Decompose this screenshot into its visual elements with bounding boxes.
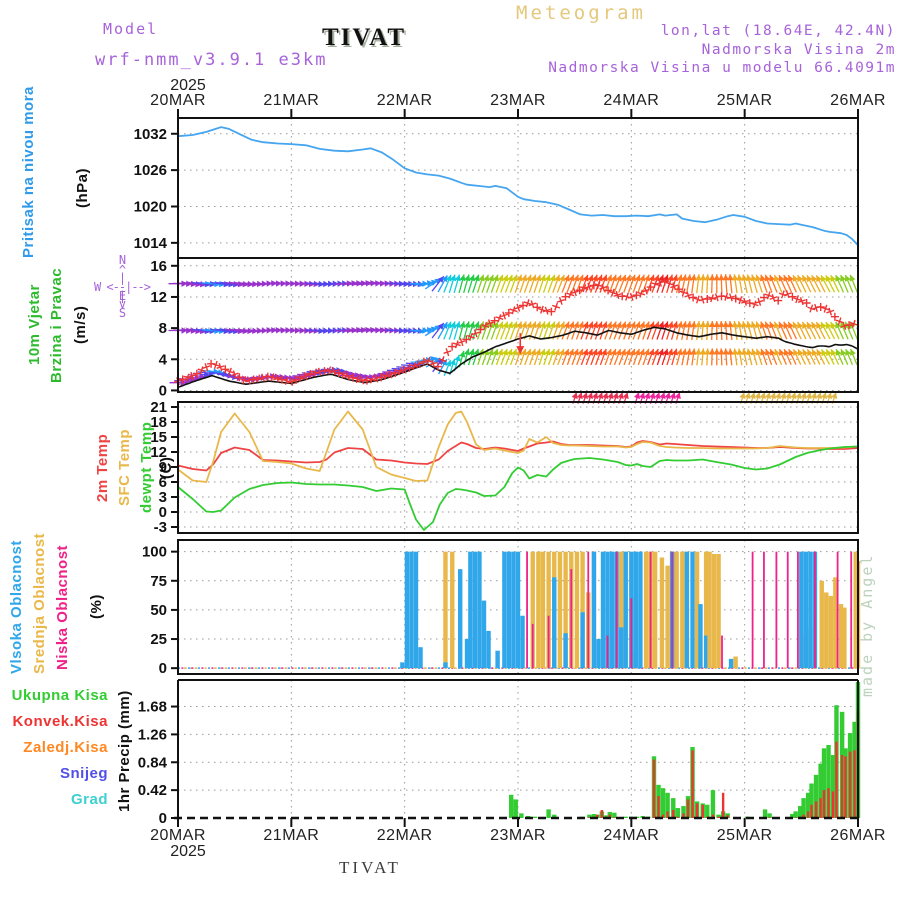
legend-total-rain: Ukupna Kisa xyxy=(11,687,108,704)
compass-we: W <--|--> E xyxy=(93,280,151,303)
panel-wind-frame: 0 4 8 12 16 xyxy=(150,257,859,399)
svg-text:20MAR: 20MAR xyxy=(150,92,206,109)
svg-text:9: 9 xyxy=(159,459,167,476)
panel-precip-grid xyxy=(178,680,858,818)
panel-cloud-frame: 0 25 50 75 100 xyxy=(142,539,859,677)
panel-temp-grid xyxy=(178,402,858,533)
model-elevation-text: Nadmorska Visina u modelu 66.4091m xyxy=(548,60,896,76)
svg-text:15: 15 xyxy=(150,429,167,446)
svg-text:22MAR: 22MAR xyxy=(377,92,433,109)
svg-text:18: 18 xyxy=(150,414,167,431)
svg-text:100: 100 xyxy=(142,544,167,561)
compass-arrow-up-icon: ^ xyxy=(118,263,126,277)
wind-barbs xyxy=(168,274,858,404)
svg-text:1014: 1014 xyxy=(134,235,168,252)
svg-text:25: 25 xyxy=(150,631,167,648)
svg-text:22MAR: 22MAR xyxy=(377,827,433,844)
svg-text:0.42: 0.42 xyxy=(138,782,167,799)
elevation-text: Nadmorska Visina 2m xyxy=(701,41,896,58)
svg-text:4: 4 xyxy=(159,351,168,368)
svg-text:21MAR: 21MAR xyxy=(263,92,319,109)
svg-text:12: 12 xyxy=(150,289,167,306)
station-title: TIVAT xyxy=(322,24,407,51)
temp-line-2 xyxy=(177,445,859,531)
cloud-bars xyxy=(178,551,861,669)
svg-text:2025: 2025 xyxy=(170,77,206,94)
svg-text:21: 21 xyxy=(150,399,167,416)
precip-bars xyxy=(509,681,861,818)
svg-text:75: 75 xyxy=(150,573,167,590)
pressure-line xyxy=(177,126,859,247)
model-name: wrf-nmm_v3.9.1 e3km xyxy=(95,50,328,70)
panel-pressure-frame: 1014 1020 1026 1032 xyxy=(134,117,859,259)
panel-precip-frame: 0 0.42 0.84 1.26 1.68 xyxy=(138,679,859,827)
compass-bar: | xyxy=(118,271,126,285)
time-axis: 20MAR 20MAR 21MAR 21MAR 22MAR 22MAR 23MAR 23MAR… xyxy=(150,77,886,860)
temp-line-1 xyxy=(177,410,859,483)
svg-text:0: 0 xyxy=(159,382,167,399)
svg-text:26MAR: 26MAR xyxy=(830,827,886,844)
svg-text:23MAR: 23MAR xyxy=(490,92,546,109)
svg-text:50: 50 xyxy=(150,602,167,619)
svg-text:6: 6 xyxy=(159,474,167,491)
svg-text:1032: 1032 xyxy=(134,126,167,143)
compass-rose-icon: N ^ | W <--|--> E | v S xyxy=(88,253,156,320)
compass-arrow-down-icon: v xyxy=(118,297,126,311)
svg-text:2025: 2025 xyxy=(170,843,206,860)
svg-text:25MAR: 25MAR xyxy=(717,827,773,844)
compass-s: S xyxy=(118,306,126,320)
page-title: Meteogram xyxy=(516,2,646,24)
svg-text:1026: 1026 xyxy=(134,162,167,179)
footer-station-label: TIVAT xyxy=(339,858,401,877)
legend-snow: Snijeg xyxy=(59,765,108,782)
legend-hail: Grad xyxy=(70,791,108,808)
panel-pressure-grid xyxy=(178,118,858,258)
location-info: lon,lat (18.64E, 42.4N) Nadmorska Visina… xyxy=(548,22,896,78)
svg-text:24MAR: 24MAR xyxy=(603,827,659,844)
compass-n: N xyxy=(118,253,126,267)
svg-text:1.68: 1.68 xyxy=(138,699,167,716)
svg-text:25MAR: 25MAR xyxy=(717,92,773,109)
model-label: Model xyxy=(103,20,159,38)
svg-text:23MAR: 23MAR xyxy=(490,827,546,844)
svg-text:0.84: 0.84 xyxy=(138,754,168,771)
svg-text:16: 16 xyxy=(150,258,167,275)
svg-text:12: 12 xyxy=(150,444,167,461)
svg-text:8: 8 xyxy=(159,320,167,337)
svg-text:-3: -3 xyxy=(154,519,167,536)
legend-convective-rain: Konvek.Kisa xyxy=(12,713,108,730)
gust-markers xyxy=(173,277,858,386)
precip-legend: Ukupna Kisa Konvek.Kisa Zaledj.Kisa Snij… xyxy=(0,684,108,814)
svg-text:3: 3 xyxy=(159,489,167,506)
svg-text:24MAR: 24MAR xyxy=(603,92,659,109)
svg-text:0: 0 xyxy=(159,660,167,677)
svg-text:0: 0 xyxy=(159,810,167,827)
legend-stratiform-rain: Zaledj.Kisa xyxy=(23,739,108,756)
svg-text:0: 0 xyxy=(159,504,167,521)
svg-text:26MAR: 26MAR xyxy=(830,92,886,109)
svg-text:21MAR: 21MAR xyxy=(263,827,319,844)
lonlat-text: lon,lat (18.64E, 42.4N) xyxy=(660,23,896,39)
svg-text:1020: 1020 xyxy=(134,198,167,215)
compass-bar2: | xyxy=(118,289,126,303)
svg-text:20MAR: 20MAR xyxy=(150,827,206,844)
svg-text:1.26: 1.26 xyxy=(138,726,167,743)
